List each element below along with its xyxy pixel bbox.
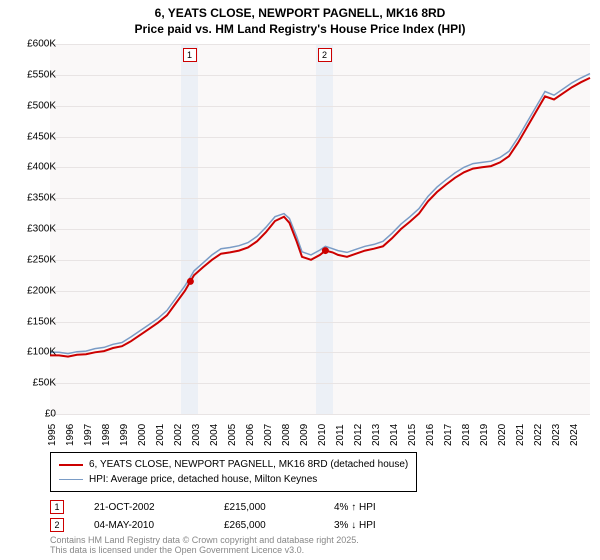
x-tick-label: 1997	[83, 424, 94, 446]
row-change: 4% ↑ HPI	[334, 502, 454, 513]
row-date: 21-OCT-2002	[94, 502, 224, 513]
legend-swatch	[59, 479, 83, 480]
x-tick-label: 2022	[533, 424, 544, 446]
x-tick-label: 2006	[245, 424, 256, 446]
x-tick-label: 2015	[407, 424, 418, 446]
x-tick-label: 2012	[353, 424, 364, 446]
row-marker-box: 2	[50, 518, 64, 532]
sale-data-row: 2 04-MAY-2010£265,0003% ↓ HPI	[50, 516, 454, 534]
x-tick-label: 2002	[173, 424, 184, 446]
x-tick-label: 2013	[371, 424, 382, 446]
x-tick-label: 2007	[263, 424, 274, 446]
y-tick-label: £150K	[27, 316, 56, 327]
y-tick-label: £250K	[27, 254, 56, 265]
legend-box: 6, YEATS CLOSE, NEWPORT PAGNELL, MK16 8R…	[50, 452, 417, 492]
x-tick-label: 2010	[317, 424, 328, 446]
x-tick-label: 2017	[443, 424, 454, 446]
sale-data-table: 1 21-OCT-2002£215,0004% ↑ HPI 2 04-MAY-2010…	[50, 498, 454, 534]
x-tick-label: 2001	[155, 424, 166, 446]
legend-label: HPI: Average price, detached house, Milt…	[89, 472, 317, 487]
title-subtitle: Price paid vs. HM Land Registry's House …	[0, 22, 600, 38]
legend-swatch	[59, 464, 83, 466]
x-tick-label: 2003	[191, 424, 202, 446]
x-tick-label: 2024	[569, 424, 580, 446]
sale-data-row: 1 21-OCT-2002£215,0004% ↑ HPI	[50, 498, 454, 516]
line-plot-svg	[50, 44, 590, 414]
sale-marker-dot	[187, 278, 194, 285]
row-change: 3% ↓ HPI	[334, 520, 454, 531]
row-date: 04-MAY-2010	[94, 520, 224, 531]
x-tick-label: 2008	[281, 424, 292, 446]
row-price: £265,000	[224, 520, 334, 531]
x-tick-label: 1996	[65, 424, 76, 446]
x-tick-label: 1999	[119, 424, 130, 446]
x-tick-label: 2018	[461, 424, 472, 446]
x-tick-label: 1998	[101, 424, 112, 446]
x-tick-label: 2009	[299, 424, 310, 446]
legend-label: 6, YEATS CLOSE, NEWPORT PAGNELL, MK16 8R…	[89, 457, 408, 472]
chart-plot-area: 12	[50, 44, 590, 414]
footer-attribution: Contains HM Land Registry data © Crown c…	[50, 536, 359, 556]
x-tick-label: 2020	[497, 424, 508, 446]
y-tick-label: £550K	[27, 69, 56, 80]
legend-row: HPI: Average price, detached house, Milt…	[59, 472, 408, 487]
y-tick-label: £500K	[27, 100, 56, 111]
x-tick-label: 2023	[551, 424, 562, 446]
footer-line2: This data is licensed under the Open Gov…	[50, 546, 359, 556]
x-tick-label: 2014	[389, 424, 400, 446]
x-tick-label: 2004	[209, 424, 220, 446]
x-tick-label: 2021	[515, 424, 526, 446]
y-tick-label: £400K	[27, 162, 56, 173]
x-tick-label: 1995	[47, 424, 58, 446]
y-tick-label: £50K	[33, 378, 56, 389]
y-tick-label: £300K	[27, 224, 56, 235]
row-marker-box: 1	[50, 500, 64, 514]
y-tick-label: £0	[45, 409, 56, 420]
y-tick-label: £450K	[27, 131, 56, 142]
title-block: 6, YEATS CLOSE, NEWPORT PAGNELL, MK16 8R…	[0, 0, 600, 37]
region-marker-box: 1	[183, 48, 197, 62]
x-tick-label: 2011	[335, 424, 346, 446]
y-tick-label: £600K	[27, 39, 56, 50]
region-marker-box: 2	[318, 48, 332, 62]
y-tick-label: £200K	[27, 285, 56, 296]
legend-row: 6, YEATS CLOSE, NEWPORT PAGNELL, MK16 8R…	[59, 457, 408, 472]
y-tick-label: £350K	[27, 193, 56, 204]
row-price: £215,000	[224, 502, 334, 513]
x-tick-label: 2016	[425, 424, 436, 446]
sale-marker-dot	[322, 247, 329, 254]
series-hpi	[50, 74, 590, 354]
x-tick-label: 2005	[227, 424, 238, 446]
chart-container: 6, YEATS CLOSE, NEWPORT PAGNELL, MK16 8R…	[0, 0, 600, 560]
title-address: 6, YEATS CLOSE, NEWPORT PAGNELL, MK16 8R…	[0, 6, 600, 22]
series-price_paid	[50, 78, 590, 357]
y-tick-label: £100K	[27, 347, 56, 358]
x-tick-label: 2000	[137, 424, 148, 446]
x-tick-label: 2019	[479, 424, 490, 446]
